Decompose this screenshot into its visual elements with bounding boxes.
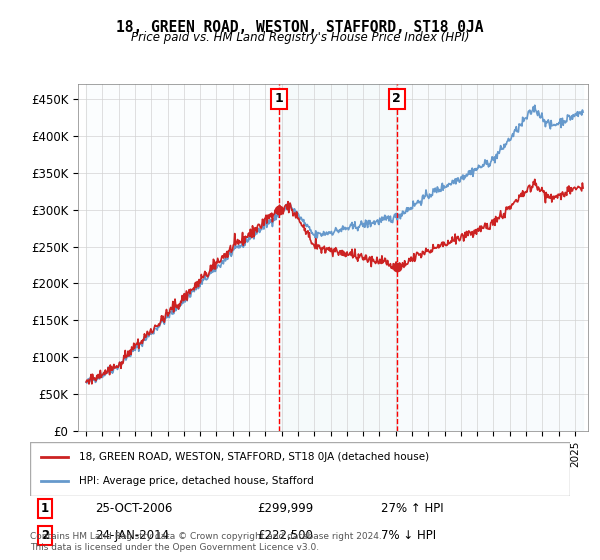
Text: 1: 1 xyxy=(41,502,49,515)
Text: Contains HM Land Registry data © Crown copyright and database right 2024.
This d: Contains HM Land Registry data © Crown c… xyxy=(30,532,382,552)
Bar xyxy=(279,84,397,431)
Text: 24-JAN-2014: 24-JAN-2014 xyxy=(95,529,169,542)
FancyBboxPatch shape xyxy=(30,442,570,496)
Text: £222,500: £222,500 xyxy=(257,529,313,542)
Text: 18, GREEN ROAD, WESTON, STAFFORD, ST18 0JA (detached house): 18, GREEN ROAD, WESTON, STAFFORD, ST18 0… xyxy=(79,452,429,463)
Text: 2: 2 xyxy=(41,529,49,542)
Text: 18, GREEN ROAD, WESTON, STAFFORD, ST18 0JA: 18, GREEN ROAD, WESTON, STAFFORD, ST18 0… xyxy=(116,20,484,35)
Bar xyxy=(86,84,279,431)
Text: £299,999: £299,999 xyxy=(257,502,313,515)
Text: 25-OCT-2006: 25-OCT-2006 xyxy=(95,502,172,515)
Text: 27% ↑ HPI: 27% ↑ HPI xyxy=(381,502,443,515)
Text: 2: 2 xyxy=(392,92,401,105)
Text: 1: 1 xyxy=(274,92,283,105)
Bar xyxy=(397,84,583,431)
Text: HPI: Average price, detached house, Stafford: HPI: Average price, detached house, Staf… xyxy=(79,475,313,486)
Text: Price paid vs. HM Land Registry's House Price Index (HPI): Price paid vs. HM Land Registry's House … xyxy=(131,31,469,44)
Text: 7% ↓ HPI: 7% ↓ HPI xyxy=(381,529,436,542)
